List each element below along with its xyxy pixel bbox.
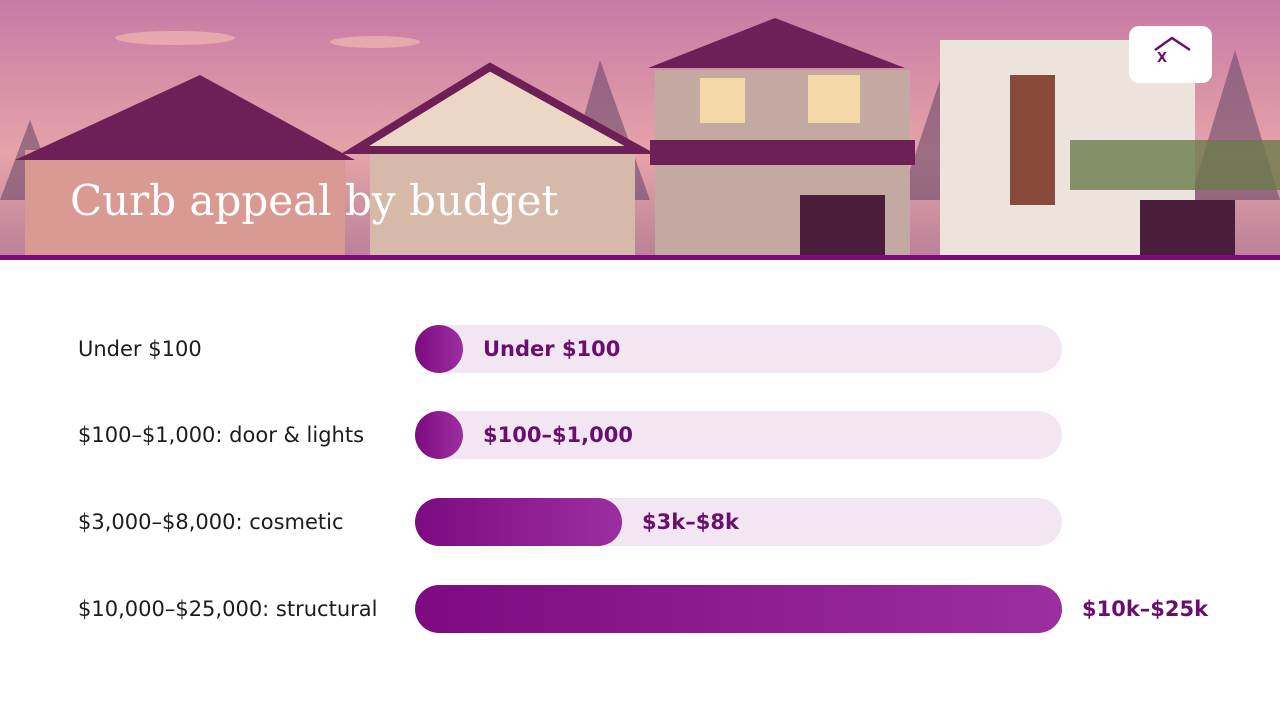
bar <box>415 585 1062 633</box>
value-label: $100–$1,000 <box>483 423 633 447</box>
chart-title: Curb appeal by budget <box>70 176 559 225</box>
value-label: $3k–$8k <box>642 510 740 534</box>
bar <box>415 325 463 373</box>
bar <box>415 498 623 546</box>
bar-track <box>415 325 1062 373</box>
category-label: $100–$1,000: door & lights <box>78 423 365 447</box>
logo: X <box>1129 26 1212 83</box>
category-label: $3,000–$8,000: cosmetic <box>78 510 344 534</box>
bar <box>415 411 463 459</box>
value-label: Under $100 <box>483 337 620 361</box>
bar-track <box>415 411 1062 459</box>
value-label: $10k–$25k <box>1082 597 1209 621</box>
category-label: $10,000–$25,000: structural <box>78 597 378 621</box>
category-label: Under $100 <box>78 337 202 361</box>
header-illustration <box>0 0 1280 260</box>
logo-text: X <box>1157 51 1167 66</box>
